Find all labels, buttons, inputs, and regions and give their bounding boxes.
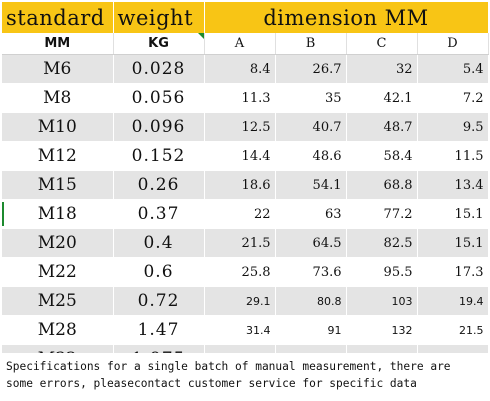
cell-standard[interactable]: M6 bbox=[2, 54, 114, 84]
measurement-note: Specifications for a single batch of man… bbox=[2, 353, 488, 399]
table-row: M15 0.26 18.6 54.1 68.8 13.4 bbox=[2, 170, 489, 200]
cell-b[interactable]: 91 bbox=[275, 315, 347, 345]
cell-b[interactable]: 64.5 bbox=[275, 228, 347, 258]
table-row: M22 0.6 25.8 73.6 95.5 17.3 bbox=[2, 257, 489, 287]
cell-standard[interactable]: M20 bbox=[2, 228, 114, 258]
cell-d[interactable]: 17.3 bbox=[417, 257, 489, 287]
cell-a[interactable]: 29.1 bbox=[204, 286, 276, 316]
cell-c[interactable]: 48.7 bbox=[346, 112, 418, 142]
table-row: M20 0.4 21.5 64.5 82.5 15.1 bbox=[2, 228, 489, 258]
cell-a[interactable]: 21.5 bbox=[204, 228, 276, 258]
column-b-header[interactable]: B bbox=[275, 33, 347, 55]
cell-standard[interactable]: M8 bbox=[2, 83, 114, 113]
cell-weight[interactable]: 0.152 bbox=[113, 141, 205, 171]
cell-a[interactable]: 12.5 bbox=[204, 112, 276, 142]
cell-standard[interactable]: M15 bbox=[2, 170, 114, 200]
unit-mm[interactable]: MM bbox=[2, 33, 114, 55]
cell-c[interactable]: 68.8 bbox=[346, 170, 418, 200]
cell-c[interactable]: 42.1 bbox=[346, 83, 418, 113]
cell-standard[interactable]: M10 bbox=[2, 112, 114, 142]
cell-standard[interactable]: M28 bbox=[2, 315, 114, 345]
cell-weight[interactable]: 1.47 bbox=[113, 315, 205, 345]
cell-a[interactable]: 11.3 bbox=[204, 83, 276, 113]
cell-weight[interactable]: 0.056 bbox=[113, 83, 205, 113]
cell-c[interactable]: 77.2 bbox=[346, 199, 418, 229]
cell-a[interactable]: 18.6 bbox=[204, 170, 276, 200]
cell-b[interactable]: 54.1 bbox=[275, 170, 347, 200]
table-row: M12 0.152 14.4 48.6 58.4 11.5 bbox=[2, 141, 489, 171]
unit-row: MM KG A B C D bbox=[2, 33, 489, 55]
cell-weight[interactable]: 0.4 bbox=[113, 228, 205, 258]
column-d-header[interactable]: D bbox=[417, 33, 489, 55]
header-standard[interactable]: standard bbox=[2, 2, 114, 33]
cell-b[interactable]: 63 bbox=[275, 199, 347, 229]
cell-weight[interactable]: 0.72 bbox=[113, 286, 205, 316]
cell-b[interactable]: 48.6 bbox=[275, 141, 347, 171]
cell-d[interactable]: 21.5 bbox=[417, 315, 489, 345]
cell-c[interactable]: 95.5 bbox=[346, 257, 418, 287]
column-c-header[interactable]: C bbox=[346, 33, 418, 55]
header-dimension[interactable]: dimension MM bbox=[204, 2, 489, 33]
unit-kg-label: KG bbox=[148, 36, 169, 51]
cell-weight[interactable]: 0.6 bbox=[113, 257, 205, 287]
cell-a[interactable]: 14.4 bbox=[204, 141, 276, 171]
cell-weight[interactable]: 0.26 bbox=[113, 170, 205, 200]
cell-weight[interactable]: 0.028 bbox=[113, 54, 205, 84]
cell-a[interactable]: 25.8 bbox=[204, 257, 276, 287]
cell-weight[interactable]: 0.096 bbox=[113, 112, 205, 142]
table-row: M10 0.096 12.5 40.7 48.7 9.5 bbox=[2, 112, 489, 142]
note-line-2: some errors, pleasecontact customer serv… bbox=[6, 377, 417, 390]
comment-indicator-icon bbox=[197, 33, 203, 39]
cell-b[interactable]: 40.7 bbox=[275, 112, 347, 142]
cell-standard[interactable]: M22 bbox=[2, 257, 114, 287]
cell-d[interactable]: 15.1 bbox=[417, 228, 489, 258]
cell-d[interactable]: 7.2 bbox=[417, 83, 489, 113]
cell-d[interactable]: 5.4 bbox=[417, 54, 489, 84]
cell-b[interactable]: 26.7 bbox=[275, 54, 347, 84]
cell-d[interactable]: 11.5 bbox=[417, 141, 489, 171]
dimension-table: standard weight dimension MM MM KG A B C… bbox=[2, 2, 489, 374]
column-a-header[interactable]: A bbox=[204, 33, 276, 55]
header-row: standard weight dimension MM bbox=[2, 2, 489, 33]
table-row: M6 0.028 8.4 26.7 32 5.4 bbox=[2, 54, 489, 84]
cell-weight[interactable]: 0.37 bbox=[113, 199, 205, 229]
cell-a[interactable]: 22 bbox=[204, 199, 276, 229]
cell-standard[interactable]: M25 bbox=[2, 286, 114, 316]
header-weight[interactable]: weight bbox=[113, 2, 205, 33]
cell-b[interactable]: 80.8 bbox=[275, 286, 347, 316]
cell-d[interactable]: 15.1 bbox=[417, 199, 489, 229]
cell-b[interactable]: 35 bbox=[275, 83, 347, 113]
cell-a[interactable]: 8.4 bbox=[204, 54, 276, 84]
cell-d[interactable]: 9.5 bbox=[417, 112, 489, 142]
table-row: M8 0.056 11.3 35 42.1 7.2 bbox=[2, 83, 489, 113]
table-row: M25 0.72 29.1 80.8 103 19.4 bbox=[2, 286, 489, 316]
cell-standard[interactable]: M12 bbox=[2, 141, 114, 171]
cell-c[interactable]: 132 bbox=[346, 315, 418, 345]
cell-d[interactable]: 13.4 bbox=[417, 170, 489, 200]
note-line-1: Specifications for a single batch of man… bbox=[6, 360, 451, 373]
cell-c[interactable]: 103 bbox=[346, 286, 418, 316]
row-selection-marker bbox=[2, 202, 4, 226]
cell-a[interactable]: 31.4 bbox=[204, 315, 276, 345]
cell-d[interactable]: 19.4 bbox=[417, 286, 489, 316]
unit-kg[interactable]: KG bbox=[113, 33, 205, 55]
cell-b[interactable]: 73.6 bbox=[275, 257, 347, 287]
cell-c[interactable]: 82.5 bbox=[346, 228, 418, 258]
table-row: M18 0.37 22 63 77.2 15.1 bbox=[2, 199, 489, 229]
cell-standard[interactable]: M18 bbox=[2, 199, 114, 229]
cell-c[interactable]: 58.4 bbox=[346, 141, 418, 171]
cell-c[interactable]: 32 bbox=[346, 54, 418, 84]
table-row: M28 1.47 31.4 91 132 21.5 bbox=[2, 315, 489, 345]
